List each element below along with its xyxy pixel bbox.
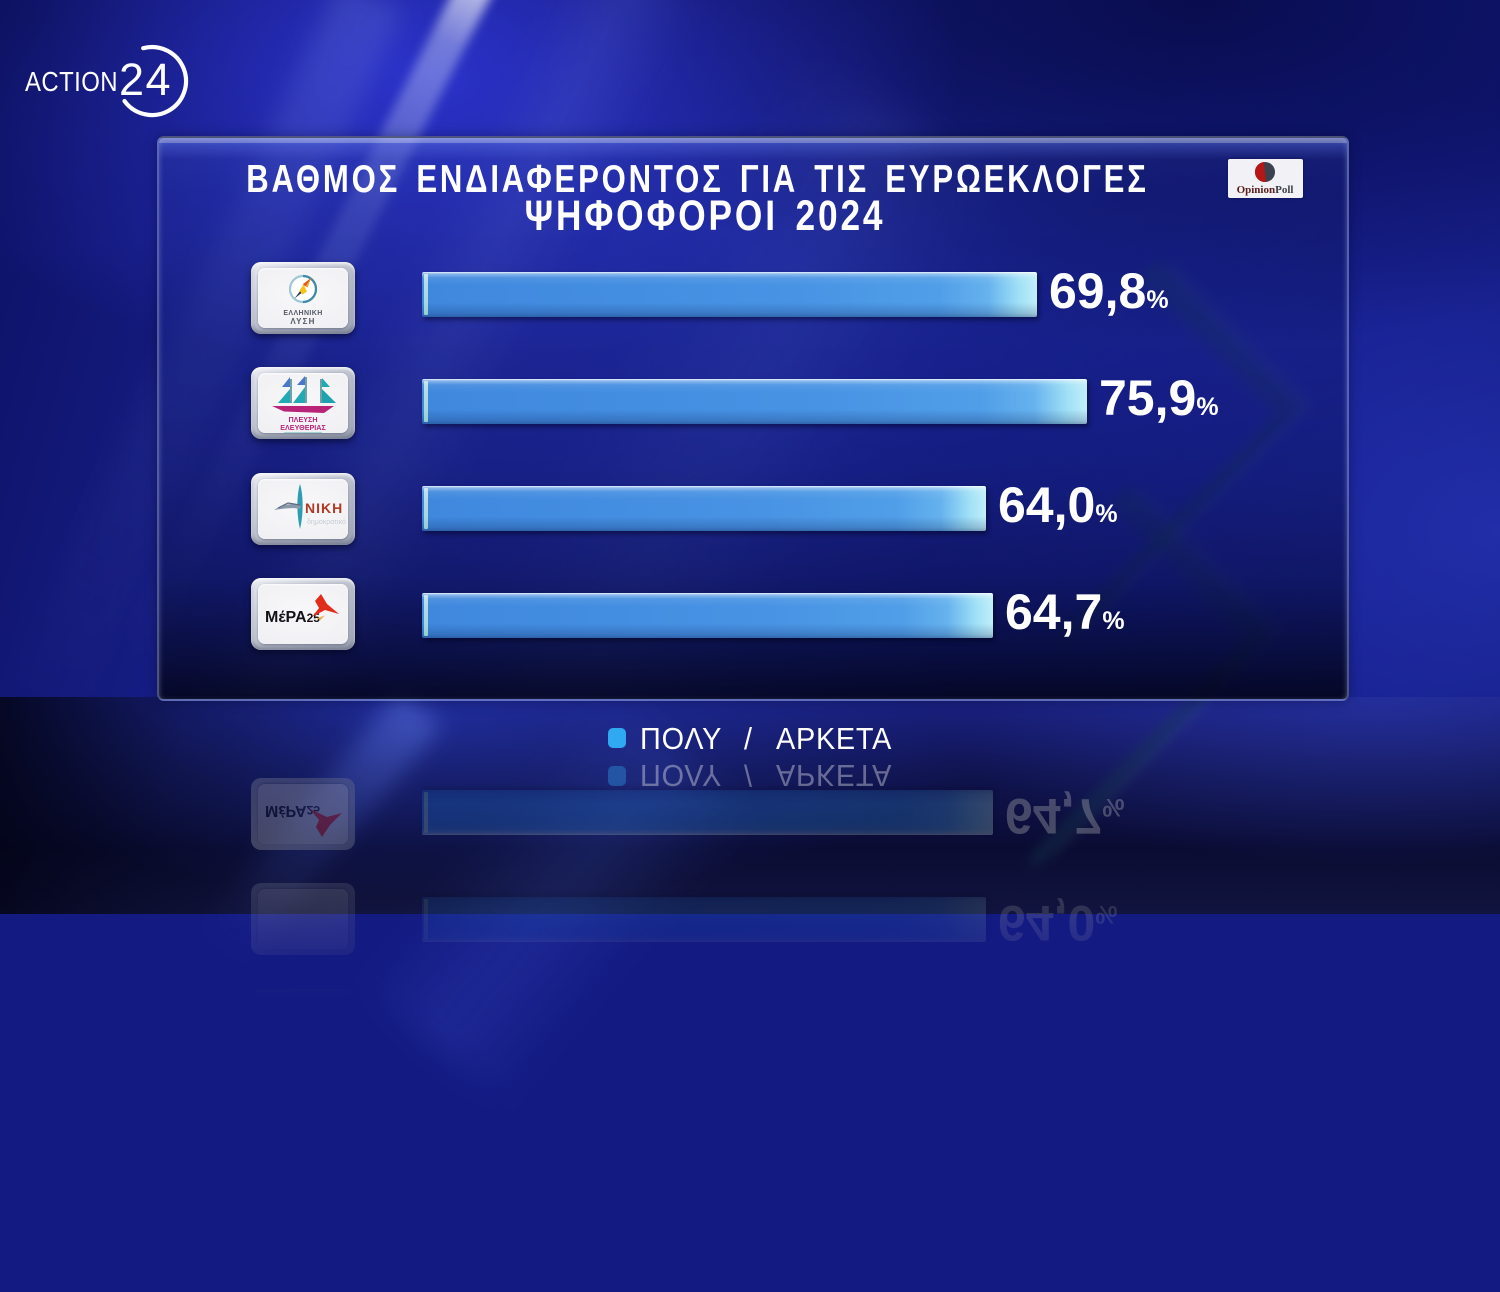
svg-text:ΕΛΛΗΝΙΚΗ: ΕΛΛΗΝΙΚΗ [283, 310, 322, 317]
svg-text:24: 24 [119, 54, 172, 105]
svg-text:ΝΙΚΗ: ΝΙΚΗ [305, 500, 343, 516]
svg-text:ΕΛΕΥΘΕΡΙΑΣ: ΕΛΕΥΘΕΡΙΑΣ [280, 423, 326, 432]
svg-text:ΛΥΣΗ: ΛΥΣΗ [290, 317, 315, 326]
svg-text:ΠΛΕΥΣΗ: ΠΛΕΥΣΗ [288, 415, 317, 424]
svg-text:OpinionPoll: OpinionPoll [1237, 184, 1294, 196]
svg-text:δημοκρατικό: δημοκρατικό [307, 518, 346, 526]
svg-text:ΜέΡΑ25: ΜέΡΑ25 [265, 609, 320, 626]
